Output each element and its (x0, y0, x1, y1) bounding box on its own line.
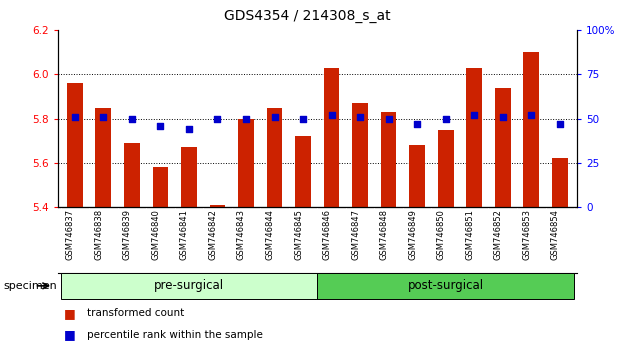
Point (127, 116, 137, 121)
Bar (60, 273, 317, 299)
Text: GSM746853: GSM746853 (522, 209, 531, 260)
Text: GSM746840: GSM746840 (151, 209, 160, 260)
Point (241, 116, 251, 121)
Point (383, 116, 394, 121)
Point (155, 123, 165, 129)
Text: specimen: specimen (3, 281, 57, 291)
Text: GSM746851: GSM746851 (465, 209, 474, 260)
Bar (324, 68, 339, 207)
Bar (495, 87, 511, 207)
Bar (296, 136, 311, 207)
Text: GSM746845: GSM746845 (294, 209, 303, 260)
Bar (67, 83, 83, 207)
Point (298, 116, 308, 121)
Bar (524, 52, 539, 207)
Point (355, 114, 365, 120)
Text: transformed count: transformed count (87, 308, 184, 318)
Text: post-surgical: post-surgical (408, 279, 484, 292)
Text: ■: ■ (64, 328, 76, 341)
Bar (181, 147, 197, 207)
Text: GSM746841: GSM746841 (180, 209, 189, 260)
Point (469, 112, 479, 118)
Bar (552, 158, 568, 207)
Point (526, 112, 537, 118)
Point (70, 114, 80, 120)
Bar (124, 143, 140, 207)
Text: percentile rank within the sample: percentile rank within the sample (87, 330, 262, 339)
Text: GSM746842: GSM746842 (208, 209, 217, 260)
Text: GSM746839: GSM746839 (123, 209, 132, 260)
Text: GSM746852: GSM746852 (494, 209, 503, 260)
Bar (210, 205, 225, 207)
Text: GSM746847: GSM746847 (351, 209, 360, 260)
Bar (267, 108, 282, 207)
Bar (317, 273, 574, 299)
Point (98, 114, 108, 120)
Point (326, 112, 337, 118)
Text: GSM746837: GSM746837 (66, 209, 75, 260)
Text: GDS4354 / 214308_s_at: GDS4354 / 214308_s_at (224, 9, 391, 23)
Bar (438, 130, 454, 207)
Bar (153, 167, 168, 207)
Bar (238, 119, 254, 207)
Text: GSM746848: GSM746848 (379, 209, 388, 260)
Point (412, 121, 422, 127)
Bar (96, 108, 111, 207)
Text: pre-surgical: pre-surgical (154, 279, 224, 292)
Text: GSM746850: GSM746850 (437, 209, 445, 260)
Point (497, 114, 508, 120)
Point (269, 114, 279, 120)
Bar (410, 145, 425, 207)
Point (440, 116, 451, 121)
Text: GSM746843: GSM746843 (237, 209, 246, 260)
Text: GSM746846: GSM746846 (322, 209, 331, 260)
Bar (381, 112, 397, 207)
Point (554, 121, 565, 127)
Point (184, 126, 194, 132)
Text: ■: ■ (64, 307, 76, 320)
Text: GSM746838: GSM746838 (94, 209, 103, 260)
Text: GSM746849: GSM746849 (408, 209, 417, 260)
Text: GSM746844: GSM746844 (265, 209, 274, 260)
Point (212, 116, 222, 121)
Bar (353, 103, 368, 207)
Text: GSM746854: GSM746854 (551, 209, 560, 260)
Bar (467, 68, 482, 207)
